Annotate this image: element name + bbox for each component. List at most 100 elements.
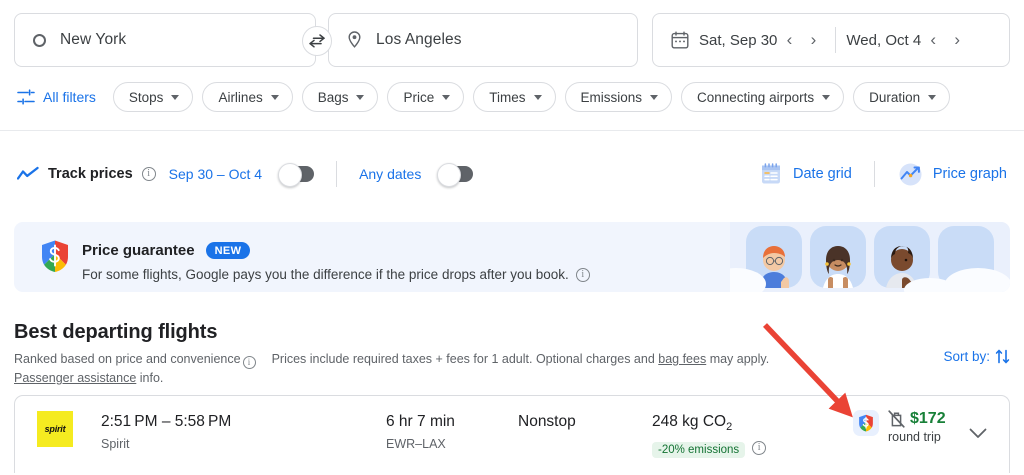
return-date-group: Wed, Oct 4 ‹ › — [846, 26, 969, 54]
price-graph-label: Price graph — [932, 166, 1007, 182]
date-grid-label: Date grid — [793, 166, 852, 182]
flight-co2-subscript: 2 — [726, 421, 733, 434]
tools-divider — [873, 161, 875, 187]
passenger-assistance-suffix: info. — [136, 371, 164, 385]
date-divider — [835, 27, 837, 53]
flight-duration: 6 hr 7 min — [386, 413, 455, 430]
track-row-divider — [336, 161, 338, 187]
sort-by-label: Sort by: — [943, 349, 990, 364]
flight-emissions-row: -20% emissions i — [652, 438, 767, 459]
track-date-range-toggle[interactable] — [278, 163, 315, 187]
filter-chip-airlines[interactable]: Airlines — [202, 82, 293, 112]
banner-subtitle: For some flights, Google pays you the di… — [82, 267, 569, 282]
bag-fees-link[interactable]: bag fees — [658, 352, 707, 366]
results-subtitle: Ranked based on price and convenience i Pr… — [14, 350, 794, 388]
passenger-assistance-link[interactable]: Passenger assistance — [14, 371, 137, 385]
filter-chip-connecting-airports[interactable]: Connecting airports — [681, 82, 845, 112]
banner-new-badge: NEW — [205, 242, 251, 259]
any-dates-label: Any dates — [359, 166, 422, 182]
flight-co2-value: 248 kg CO — [652, 413, 727, 430]
depart-date-value: Sat, Sep 30 — [699, 31, 778, 49]
filter-chip-times-label: Times — [489, 89, 526, 105]
filter-chip-duration[interactable]: Duration — [853, 82, 951, 112]
chevron-down-icon — [650, 94, 659, 100]
chevron-down-icon — [969, 428, 987, 438]
origin-input[interactable]: New York — [14, 13, 316, 67]
flight-duration-column: 6 hr 7 min EWR–LAX — [386, 411, 455, 454]
depart-date-group: Sat, Sep 30 ‹ › — [699, 26, 825, 54]
price-graph-button[interactable]: Price graph — [897, 161, 1007, 188]
all-filters-label: All filters — [43, 89, 96, 105]
price-top-row: $172 — [888, 410, 946, 428]
flight-times-column: 2:51 PM – 5:58 PM Spirit — [101, 411, 231, 454]
filter-chip-times[interactable]: Times — [473, 82, 556, 112]
emissions-badge: -20% emissions — [652, 442, 746, 459]
flight-airline: Spirit — [101, 437, 130, 451]
banner-title: Price guarantee — [82, 242, 195, 259]
all-filters-button[interactable]: All filters — [17, 89, 96, 105]
filter-chip-price-label: Price — [403, 89, 435, 105]
filter-chip-emissions-label: Emissions — [580, 89, 643, 105]
emissions-info-icon[interactable]: i — [752, 441, 767, 456]
prices-text-1: Prices include required taxes + fees for… — [271, 352, 659, 366]
flight-route: EWR–LAX — [386, 437, 446, 451]
view-tools-group: Date grid Price graph — [758, 161, 1007, 188]
circle-origin-icon — [33, 33, 46, 47]
ranked-info-icon[interactable]: i — [242, 356, 256, 369]
search-bar: New York Los Angeles — [0, 0, 1024, 72]
chevron-down-icon — [928, 94, 937, 100]
flight-result-row[interactable]: spirit 2:51 PM – 5:58 PM Spirit 6 hr 7 m… — [14, 395, 1010, 473]
price-guarantee-banner[interactable]: Price guarantee NEW For some flights, Go… — [14, 222, 1010, 292]
flight-stops: Nonstop — [518, 413, 576, 430]
depart-prev-day-button[interactable]: ‹ — [786, 30, 793, 49]
filter-chip-connecting-airports-label: Connecting airports — [697, 89, 815, 105]
expand-flight-button[interactable] — [969, 426, 987, 444]
chevron-down-icon — [442, 94, 451, 100]
sort-updown-icon — [995, 349, 1010, 364]
date-grid-icon — [762, 163, 780, 184]
depart-next-day-button[interactable]: › — [810, 30, 817, 49]
filter-chip-stops[interactable]: Stops — [112, 82, 194, 112]
prices-text-2: may apply. — [706, 352, 770, 366]
track-prices-info-icon[interactable]: i — [141, 167, 156, 181]
any-dates-toggle[interactable] — [437, 163, 474, 187]
price-block: $172 round trip — [888, 410, 946, 444]
return-prev-day-button[interactable]: ‹ — [930, 30, 936, 49]
calendar-icon — [671, 31, 689, 49]
sort-by-button[interactable]: Sort by: — [943, 348, 1010, 365]
airline-logo: spirit — [37, 411, 73, 447]
flight-price-column: $172 round trip — [853, 410, 946, 444]
header-divider — [0, 130, 1024, 131]
banner-title-row: Price guarantee NEW — [82, 242, 251, 259]
flight-co2: 248 kg CO2 — [652, 411, 766, 438]
filter-chip-price[interactable]: Price — [387, 82, 465, 112]
filter-chip-emissions[interactable]: Emissions — [564, 82, 673, 112]
filter-chip-bags[interactable]: Bags — [301, 82, 379, 112]
filter-chip-duration-label: Duration — [869, 89, 921, 105]
chevron-down-icon — [171, 94, 180, 100]
track-date-range-label: Sep 30 – Oct 4 — [168, 166, 263, 182]
flight-price-type: round trip — [888, 430, 941, 444]
flight-times: 2:51 PM – 5:58 PM — [101, 413, 232, 430]
date-grid-button[interactable]: Date grid — [758, 161, 852, 187]
return-date-value: Wed, Oct 4 — [846, 31, 922, 49]
price-graph-icon — [899, 163, 922, 185]
any-dates-group: Any dates — [359, 163, 474, 187]
trending-line-icon — [17, 166, 39, 180]
price-guarantee-badge[interactable] — [853, 410, 879, 436]
destination-value: Los Angeles — [376, 31, 462, 48]
chevron-down-icon — [356, 94, 365, 100]
origin-value: New York — [60, 31, 127, 48]
return-next-day-button[interactable]: › — [954, 30, 960, 49]
price-guarantee-shield-icon — [42, 240, 68, 272]
destination-input[interactable]: Los Angeles — [328, 13, 638, 67]
swap-arrows-icon[interactable] — [302, 26, 332, 56]
ranked-text: Ranked based on price and convenience — [14, 352, 241, 366]
track-prices-group: Track prices i Sep 30 – Oct 4 — [17, 163, 315, 187]
date-range-input[interactable]: Sat, Sep 30 ‹ › Wed, Oct 4 ‹ › — [652, 13, 1010, 67]
airline-logo-text: spirit — [44, 424, 66, 434]
page-title: Best departing flights — [14, 321, 218, 343]
track-prices-row: Track prices i Sep 30 – Oct 4 Any dates … — [0, 146, 1024, 202]
banner-info-icon[interactable]: i — [575, 267, 590, 282]
